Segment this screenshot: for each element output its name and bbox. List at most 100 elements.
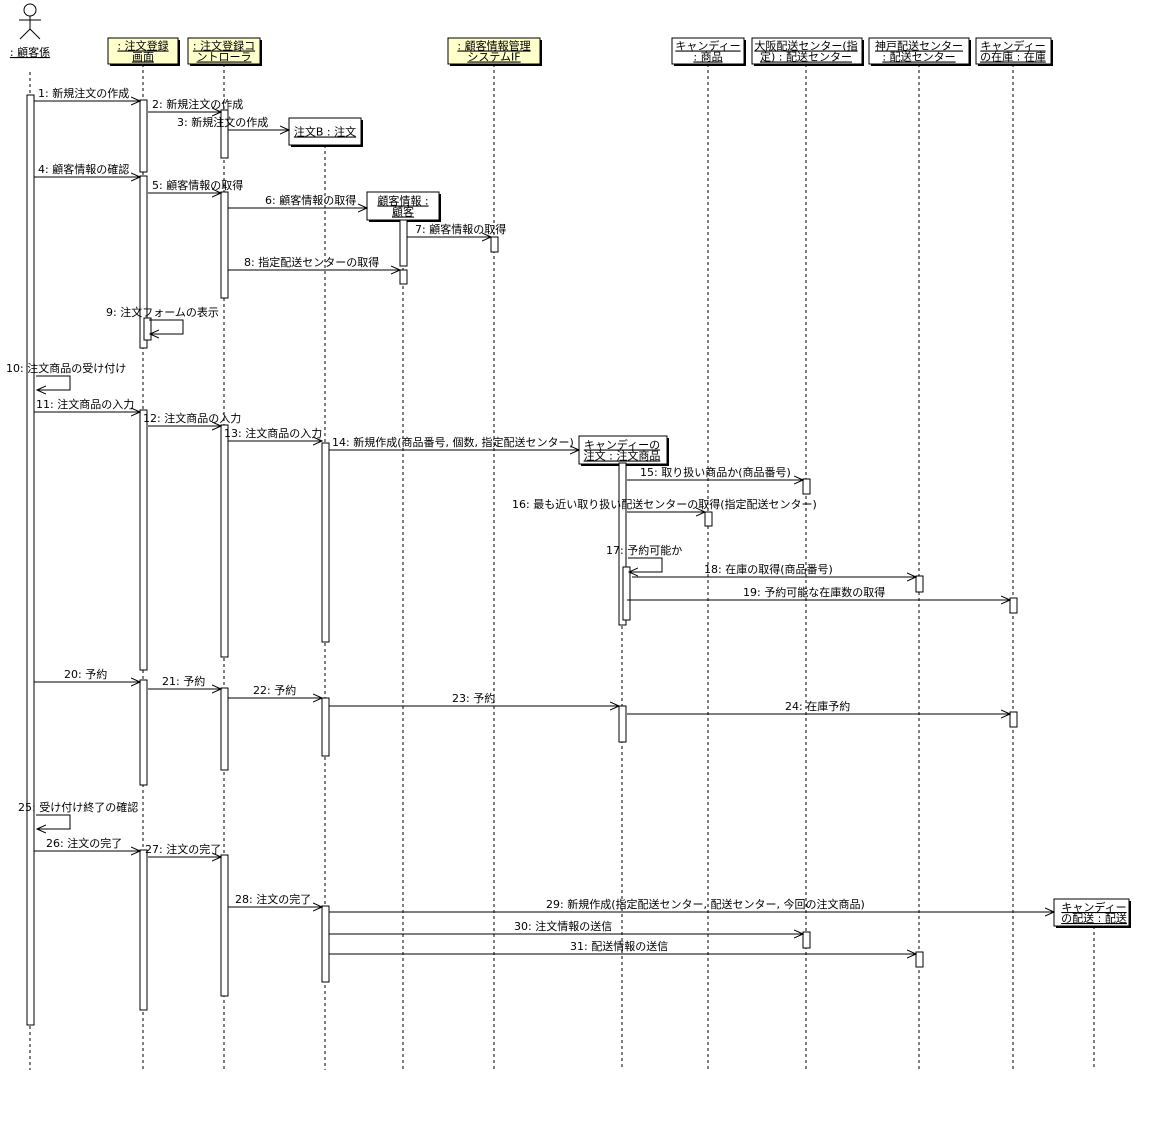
message-27: 27: 注文の完了 xyxy=(145,842,221,857)
activation-bar xyxy=(1009,711,1018,728)
self-call-arrow xyxy=(36,814,71,829)
message-5: 5: 顧客情報の取得 xyxy=(148,178,243,193)
message-6: 6: 顧客情報の取得 xyxy=(228,193,367,208)
message-label: 15: 取り扱い商品か(商品番号) xyxy=(640,465,791,479)
message-label: 7: 顧客情報の取得 xyxy=(415,222,506,236)
object-label: 画面 xyxy=(132,51,154,64)
object-box xyxy=(366,191,440,221)
created-object-order: 注文B : 注文 xyxy=(288,117,363,147)
message-23: 23: 予約 xyxy=(329,691,619,706)
message-label: 27: 注文の完了 xyxy=(145,842,221,856)
message-16: 16: 最も近い取り扱い配送センターの取得(指定配送センター) xyxy=(512,497,817,512)
message-label: 29: 新規作成(指定配送センター, 配送センター, 今回の注文商品) xyxy=(546,897,865,911)
object-label: 神戸配送センター xyxy=(875,39,963,53)
created-object-custinfo: 顧客情報 :顧客 xyxy=(366,191,441,222)
message-label: 6: 顧客情報の取得 xyxy=(265,193,356,207)
message-2: 2: 新規注文の作成 xyxy=(148,97,243,112)
object-label: キャンディー xyxy=(980,39,1045,53)
message-20: 20: 予約 xyxy=(34,667,140,682)
self-call-arrow xyxy=(628,557,663,572)
activation-bar xyxy=(220,854,229,997)
object-label: : 注文登録 xyxy=(117,39,168,53)
participant-candyprod: キャンディー: 商品 xyxy=(671,37,746,66)
message-4: 4: 顧客情報の確認 xyxy=(34,162,140,177)
message-9: 9: 注文フォームの表示 xyxy=(106,305,219,334)
object-label: : 顧客情報管理 xyxy=(457,39,530,53)
message-label: 1: 新規注文の作成 xyxy=(38,86,129,100)
object-label: 注文B : 注文 xyxy=(294,125,356,139)
self-call-arrow xyxy=(36,375,71,390)
object-label: の配送 : 配送 xyxy=(1061,911,1127,925)
activation-bar xyxy=(622,566,631,621)
message-label: 23: 予約 xyxy=(452,691,495,705)
message-8: 8: 指定配送センターの取得 xyxy=(228,255,400,270)
message-label: 28: 注文の完了 xyxy=(235,892,311,906)
message-label: 20: 予約 xyxy=(64,667,107,681)
message-label: 12: 注文商品の入力 xyxy=(143,411,241,425)
object-box xyxy=(447,37,541,65)
object-label: 大阪配送センター(指 xyxy=(754,39,857,53)
message-label: 25: 受け付け終了の確認 xyxy=(18,800,138,814)
message-3: 3: 新規注文の作成 xyxy=(177,115,289,130)
activation-bar xyxy=(802,931,811,949)
activation-bar xyxy=(399,269,408,285)
participant-kobe: 神戸配送センター: 配送センター xyxy=(868,37,971,66)
message-label: 11: 注文商品の入力 xyxy=(36,397,134,411)
activation-bar xyxy=(220,424,229,658)
self-call-arrow xyxy=(149,319,184,334)
message-12: 12: 注文商品の入力 xyxy=(143,411,241,426)
activation-bar xyxy=(1009,597,1018,614)
message-label: 18: 在庫の取得(商品番号) xyxy=(704,562,833,576)
message-label: 5: 顧客情報の取得 xyxy=(152,178,243,192)
activation-bar xyxy=(220,109,229,159)
message-14: 14: 新規作成(商品番号, 個数, 指定配送センター) xyxy=(329,435,579,450)
object-label: キャンディー xyxy=(1061,900,1126,914)
object-label: : 商品 xyxy=(693,50,722,64)
activation-bar xyxy=(139,409,148,671)
message-10: 10: 注文商品の受け付け xyxy=(6,361,126,390)
message-label: 26: 注文の完了 xyxy=(46,836,122,850)
object-label: 顧客情報 : xyxy=(377,194,428,208)
message-30: 30: 注文情報の送信 xyxy=(329,919,803,934)
activation-bar xyxy=(399,219,408,267)
activation-bar xyxy=(490,236,499,253)
object-label: キャンディー xyxy=(675,39,740,53)
object-box xyxy=(1053,898,1130,927)
object-label: ントローラ xyxy=(197,51,252,64)
activation-bar xyxy=(618,462,627,626)
object-box xyxy=(187,37,261,65)
activation-bar xyxy=(704,511,713,527)
activation-bar xyxy=(802,478,811,495)
stick-figure-icon xyxy=(19,3,41,40)
object-label: : 注文登録コ xyxy=(193,39,255,53)
object-box xyxy=(288,117,362,146)
object-label: 定) : 配送センター xyxy=(760,50,852,64)
activation-bar xyxy=(915,951,924,968)
message-label: 22: 予約 xyxy=(253,683,296,697)
activation-bar xyxy=(139,99,148,173)
message-label: 9: 注文フォームの表示 xyxy=(106,305,219,319)
message-17: 17: 予約可能か xyxy=(606,543,682,572)
message-24: 24: 在庫予約 xyxy=(627,699,1010,714)
object-label: 顧客 xyxy=(392,205,414,219)
actor-label: : 顧客係 xyxy=(10,45,50,59)
object-label: 注文 : 注文商品 xyxy=(584,449,661,463)
activation-bar xyxy=(618,705,627,743)
activation-bar xyxy=(321,697,330,757)
object-box xyxy=(578,435,668,465)
message-label: 10: 注文商品の受け付け xyxy=(6,361,126,375)
message-29: 29: 新規作成(指定配送センター, 配送センター, 今回の注文商品) xyxy=(329,897,1054,912)
object-label: キャンディーの xyxy=(584,438,660,452)
activation-bar xyxy=(321,442,330,643)
message-label: 30: 注文情報の送信 xyxy=(514,919,612,933)
message-19: 19: 予約可能な在庫数の取得 xyxy=(627,585,1010,600)
participant-osaka: 大阪配送センター(指定) : 配送センター xyxy=(751,37,864,66)
object-box xyxy=(868,37,970,65)
message-1: 1: 新規注文の作成 xyxy=(34,86,140,101)
object-box xyxy=(671,37,745,65)
message-label: 19: 予約可能な在庫数の取得 xyxy=(743,585,885,599)
